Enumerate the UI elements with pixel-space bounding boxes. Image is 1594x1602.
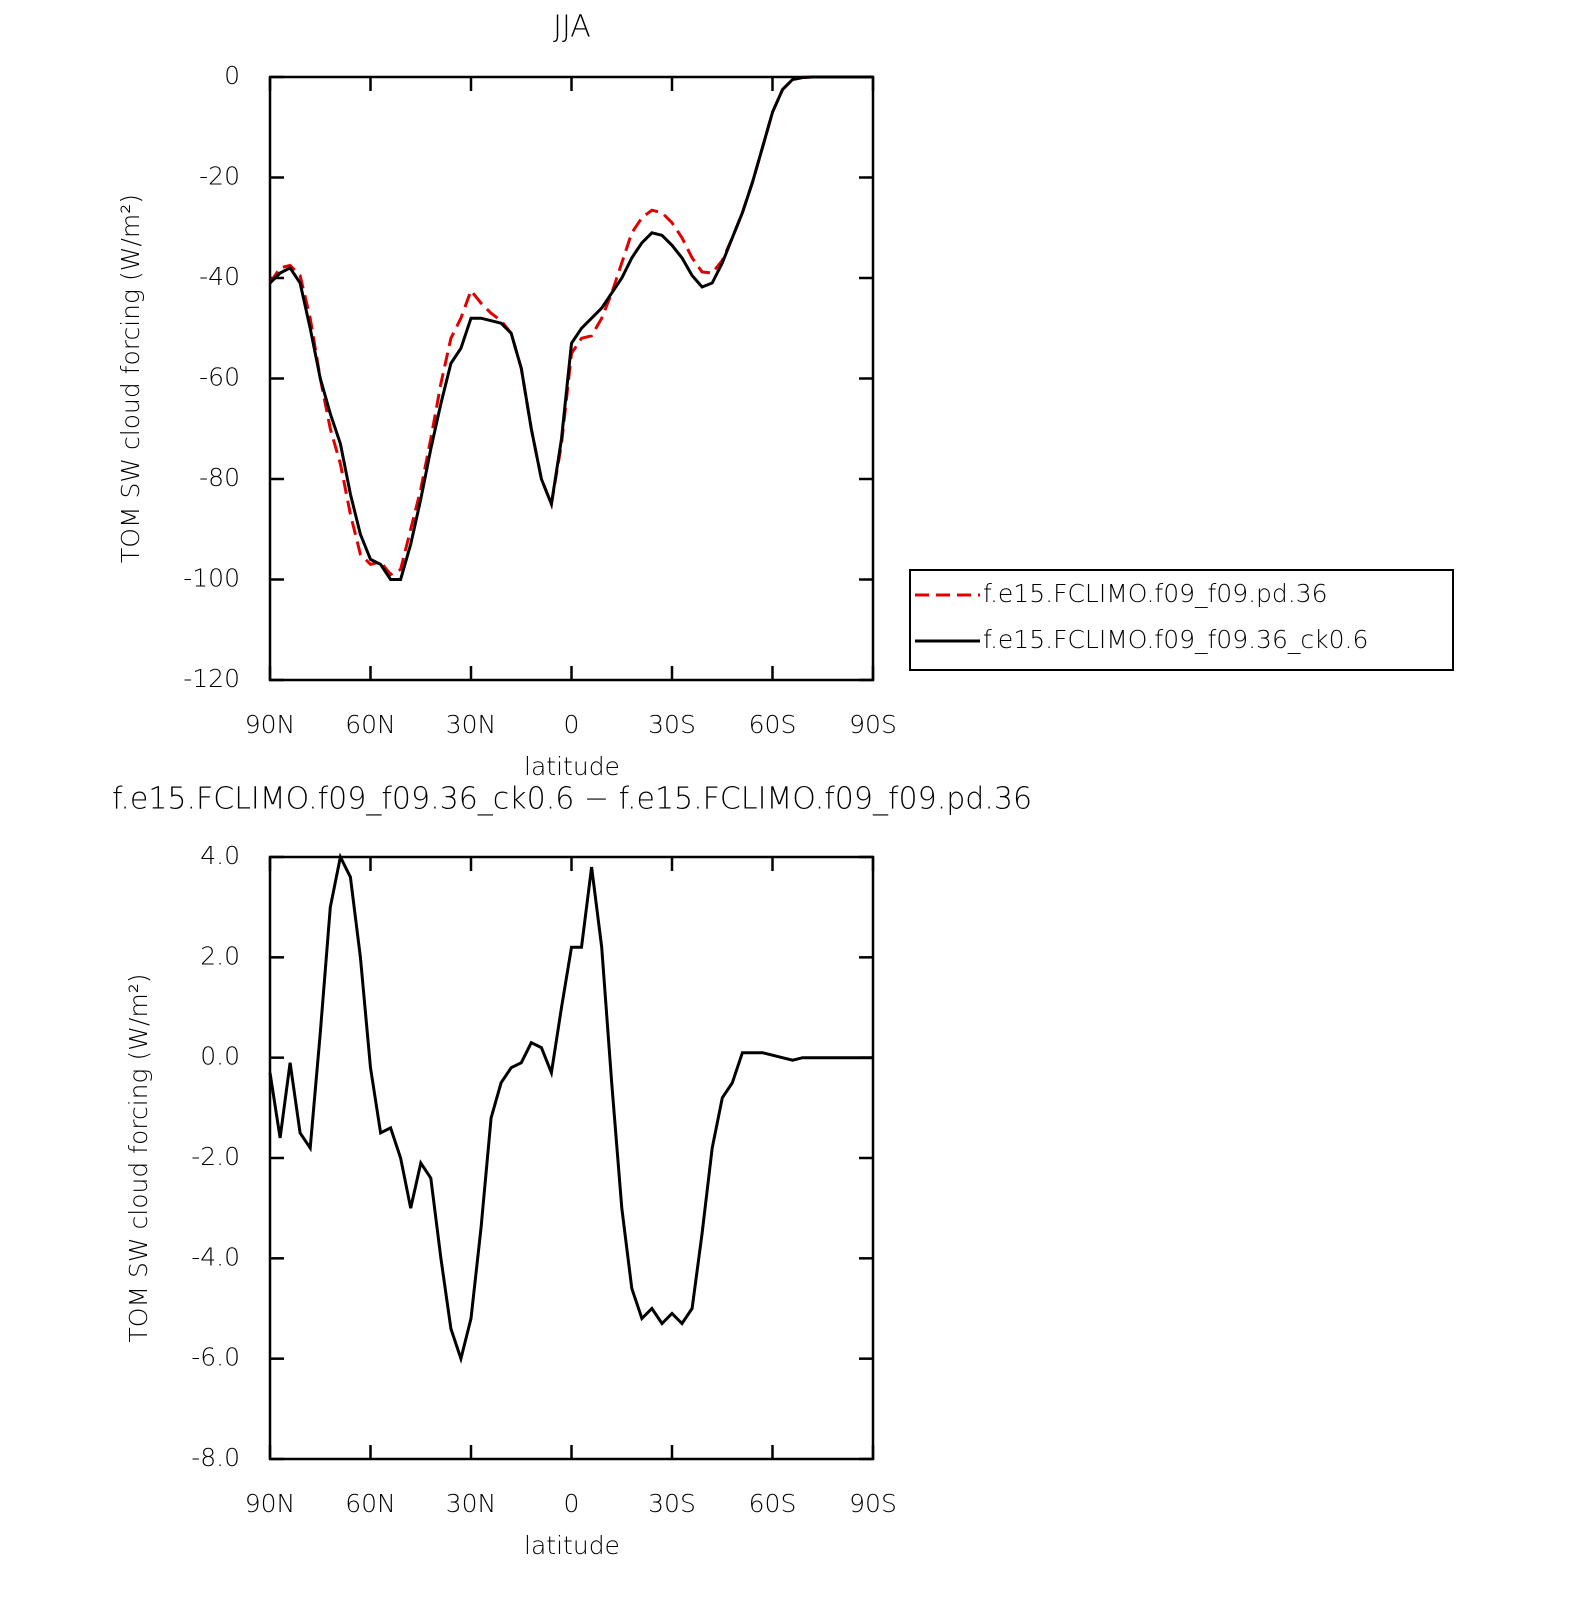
y-tick-label: 2.0	[200, 941, 240, 970]
x-tick-label: 90N	[245, 1489, 296, 1518]
x-tick-label: 30N	[446, 1489, 497, 1518]
x-tick-label: 60S	[749, 710, 797, 739]
y-tick-label: -20	[199, 162, 240, 191]
y-tick-label: -40	[199, 262, 240, 291]
chart-title: f.e15.FCLIMO.f09_f09.36_ck0.6 − f.e15.FC…	[112, 782, 1032, 817]
x-tick-label: 30S	[648, 1489, 696, 1518]
x-tick-label: 60N	[345, 710, 396, 739]
y-tick-label: 0	[224, 61, 240, 90]
y-tick-label: -2.0	[191, 1142, 240, 1171]
x-tick-label: 30S	[648, 710, 696, 739]
x-tick-label: 90S	[849, 1489, 897, 1518]
chart-title: JJA	[553, 10, 591, 45]
x-tick-label: 0	[564, 710, 580, 739]
y-tick-label: -4.0	[191, 1242, 240, 1271]
data-line	[268, 75, 873, 581]
x-tick-label: 90S	[849, 710, 897, 739]
y-tick-label: 0.0	[200, 1042, 240, 1071]
x-tick-label: 60N	[345, 1489, 396, 1518]
x-axis-label: latitude	[524, 752, 620, 781]
plot-frame	[268, 75, 875, 682]
y-axis-label: TOM SW cloud forcing (W/m²)	[116, 194, 145, 563]
y-tick-label: -60	[199, 363, 240, 392]
legend-box	[909, 569, 1454, 671]
y-tick-label: -8.0	[191, 1443, 240, 1472]
y-tick-label: -80	[199, 463, 240, 492]
y-tick-label: -6.0	[191, 1343, 240, 1372]
data-line	[268, 852, 873, 1365]
y-tick-label: -120	[183, 664, 240, 693]
x-tick-label: 0	[564, 1489, 580, 1518]
y-tick-label: -100	[183, 564, 240, 593]
y-tick-label: 4.0	[200, 841, 240, 870]
x-tick-label: 30N	[446, 710, 497, 739]
data-line	[268, 75, 873, 577]
legend-label: f.e15.FCLIMO.f09_f09.pd.36	[983, 579, 1328, 608]
y-axis-label: TOM SW cloud forcing (W/m²)	[124, 974, 153, 1343]
x-axis-label: latitude	[524, 1531, 620, 1560]
legend-label: f.e15.FCLIMO.f09_f09.36_ck0.6	[983, 625, 1368, 654]
x-tick-label: 60S	[749, 1489, 797, 1518]
plot-frame	[268, 855, 875, 1461]
x-tick-label: 90N	[245, 710, 296, 739]
